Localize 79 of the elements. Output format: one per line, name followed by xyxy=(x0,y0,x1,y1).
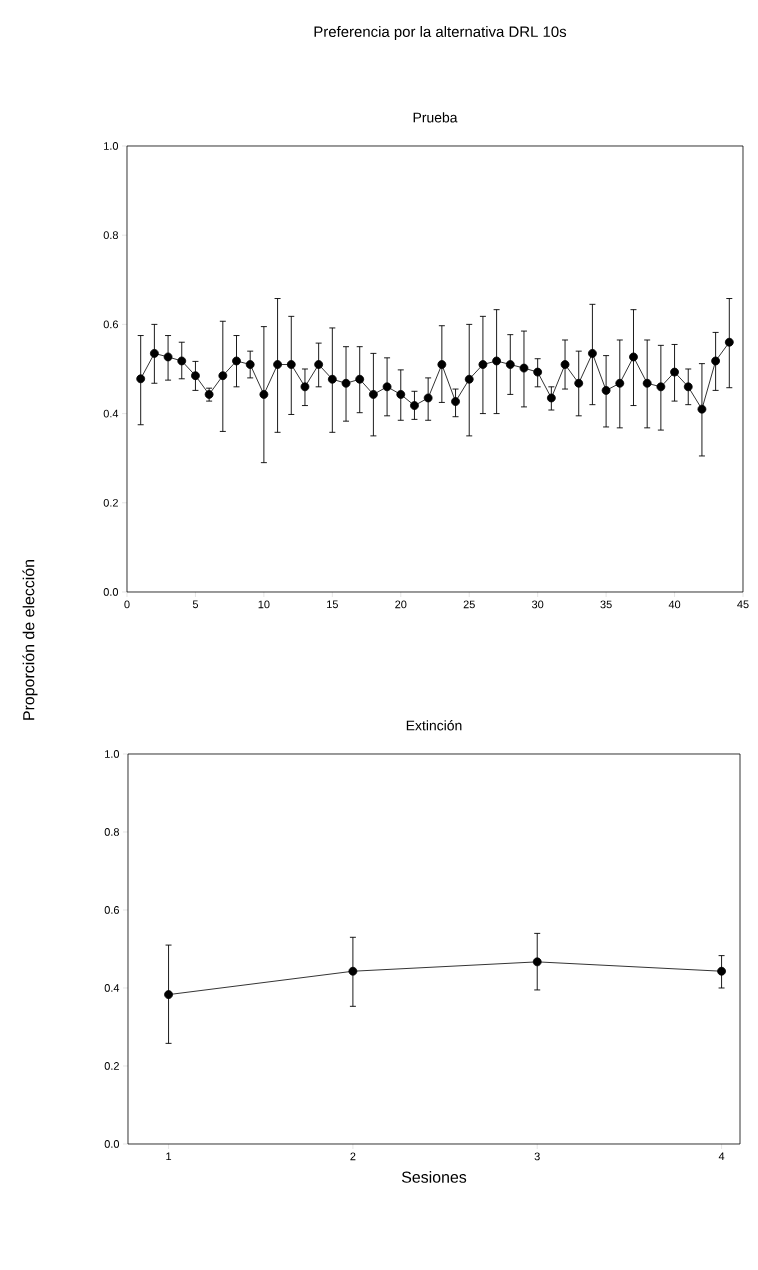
point xyxy=(355,374,365,384)
chart-title: Preferencia por la alternativa DRL 10s xyxy=(314,26,567,40)
point xyxy=(232,356,241,366)
chart-title: Extinción xyxy=(406,720,462,731)
point xyxy=(149,348,159,358)
y-axis-title: Proporción de elección xyxy=(22,560,38,720)
x-tick-label: 15 xyxy=(327,600,338,609)
point xyxy=(601,385,611,395)
y-tick-label: 0.4 xyxy=(104,984,120,992)
point xyxy=(478,360,488,369)
point xyxy=(532,957,542,967)
y-tick-label: 0.0 xyxy=(103,588,119,596)
y-tick-label: 1.0 xyxy=(104,142,119,150)
point xyxy=(492,356,501,366)
point xyxy=(259,390,269,399)
point xyxy=(574,378,584,388)
x-tick-label: 20 xyxy=(395,600,407,609)
point xyxy=(629,352,638,362)
chart-subtitle: Prueba xyxy=(413,112,458,123)
point xyxy=(451,397,460,406)
y-tick-label: 0.6 xyxy=(103,320,118,329)
x-tick-label: 3 xyxy=(534,1152,540,1161)
point xyxy=(382,382,392,392)
x-tick-label: 0 xyxy=(124,600,130,609)
point xyxy=(136,374,146,384)
point xyxy=(724,337,734,347)
x-tick-label: 10 xyxy=(258,600,270,609)
point xyxy=(683,382,693,392)
point xyxy=(642,378,652,388)
point xyxy=(656,382,666,392)
point xyxy=(191,371,200,381)
point xyxy=(327,374,337,384)
point xyxy=(286,360,296,369)
point xyxy=(245,360,255,369)
point xyxy=(711,356,721,366)
point xyxy=(437,360,447,369)
point xyxy=(341,378,351,388)
point xyxy=(410,401,419,410)
point xyxy=(670,367,679,377)
point xyxy=(519,363,529,373)
point xyxy=(177,356,187,366)
x-tick-label: 4 xyxy=(718,1152,725,1161)
y-tick-label: 0.0 xyxy=(104,1140,120,1148)
y-tick-label: 1.0 xyxy=(105,750,120,758)
point xyxy=(273,360,282,369)
y-tick-label: 0.8 xyxy=(104,828,119,836)
point xyxy=(423,393,433,403)
point xyxy=(588,348,597,358)
x-tick-label: 45 xyxy=(737,600,749,609)
y-tick-label: 0.6 xyxy=(104,906,119,914)
y-tick-label: 0.2 xyxy=(104,1062,119,1070)
y-tick-label: 0.2 xyxy=(103,498,118,507)
y-tick-label: 0.4 xyxy=(103,409,119,418)
point xyxy=(369,390,378,399)
point xyxy=(218,371,228,381)
x-tick-label: 2 xyxy=(350,1152,356,1161)
point xyxy=(717,966,726,976)
x-tick-label: 30 xyxy=(531,600,544,609)
x-tick-label: 1 xyxy=(166,1152,172,1161)
x-tick-label: 40 xyxy=(668,600,681,609)
point xyxy=(546,393,556,403)
point xyxy=(164,990,173,1000)
x-tick-label: 25 xyxy=(463,600,475,609)
point xyxy=(314,360,324,369)
point xyxy=(464,374,474,384)
point xyxy=(204,390,214,399)
point xyxy=(505,360,515,369)
x-axis-title: Sesiones xyxy=(401,1171,467,1183)
point xyxy=(396,390,406,399)
point xyxy=(163,352,173,362)
point xyxy=(560,360,570,369)
y-tick-label: 0.8 xyxy=(103,231,118,240)
point xyxy=(300,382,310,392)
point xyxy=(533,367,543,377)
point xyxy=(615,378,625,388)
point xyxy=(697,404,707,414)
x-tick-label: 35 xyxy=(600,600,612,609)
point xyxy=(348,966,358,976)
x-tick-label: 5 xyxy=(192,600,199,609)
